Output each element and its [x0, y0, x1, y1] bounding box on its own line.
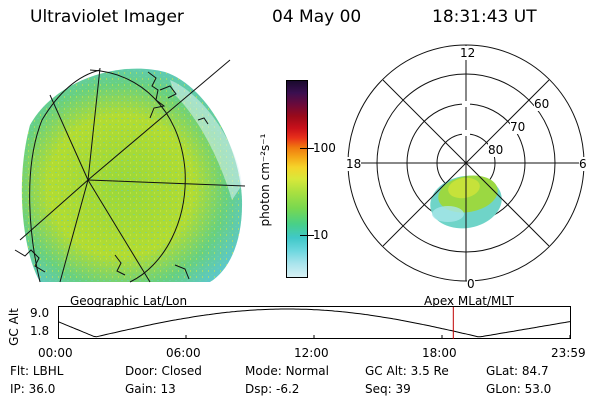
time-label-1200: 12:00: [294, 346, 329, 360]
altitude-max-label: 9.0: [30, 306, 50, 320]
mlat-label-70: 70: [510, 120, 526, 134]
observation-date: 04 May 00: [272, 7, 362, 27]
altitude-min-label: 1.8: [30, 324, 50, 338]
color-scale-bar: [286, 80, 308, 278]
mlat-label-80: 80: [488, 143, 504, 157]
time-label-0600: 06:00: [166, 346, 201, 360]
info-glat: GLat: 84.7: [486, 364, 549, 378]
left-panel-label: Geographic Lat/Lon: [70, 294, 188, 308]
instrument-title: Ultraviolet Imager: [30, 7, 184, 27]
info-seq: Seq: 39: [365, 382, 411, 396]
right-panel-label: Apex MLat/MLT: [424, 294, 514, 308]
colorbar-tick-100: [300, 148, 314, 149]
colorbar-unit-label: photon cm⁻²s⁻¹: [258, 133, 272, 227]
info-filter: Flt: LBHL: [10, 364, 64, 378]
colorbar-label-10: 10: [313, 228, 329, 242]
info-gain: Gain: 13: [125, 382, 176, 396]
time-label-2359: 23:59: [551, 346, 586, 360]
mlat-mlt-polar-plot: [347, 44, 585, 282]
observation-time: 18:31:43 UT: [432, 7, 537, 27]
mlat-label-60: 60: [534, 97, 550, 111]
time-label-1800: 18:00: [422, 346, 457, 360]
altitude-axis-label: GC Alt: [7, 308, 21, 346]
mlt-label-0: 0: [467, 277, 475, 291]
mlt-label-12: 12: [460, 46, 476, 60]
info-dsp: Dsp: -6.2: [245, 382, 300, 396]
colorbar-label-100: 100: [313, 141, 336, 155]
info-door: Door: Closed: [125, 364, 202, 378]
altitude-timeline: [58, 306, 571, 339]
mlt-label-6: 6: [579, 157, 587, 171]
info-glon: GLon: 53.0: [486, 382, 552, 396]
mlt-label-18: 18: [346, 157, 362, 171]
info-mode: Mode: Normal: [245, 364, 329, 378]
geographic-image: [14, 59, 246, 283]
time-label-0000: 00:00: [38, 346, 73, 360]
info-ip: IP: 36.0: [10, 382, 56, 396]
info-gc-alt: GC Alt: 3.5 Re: [365, 364, 449, 378]
colorbar-tick-10: [300, 235, 314, 236]
